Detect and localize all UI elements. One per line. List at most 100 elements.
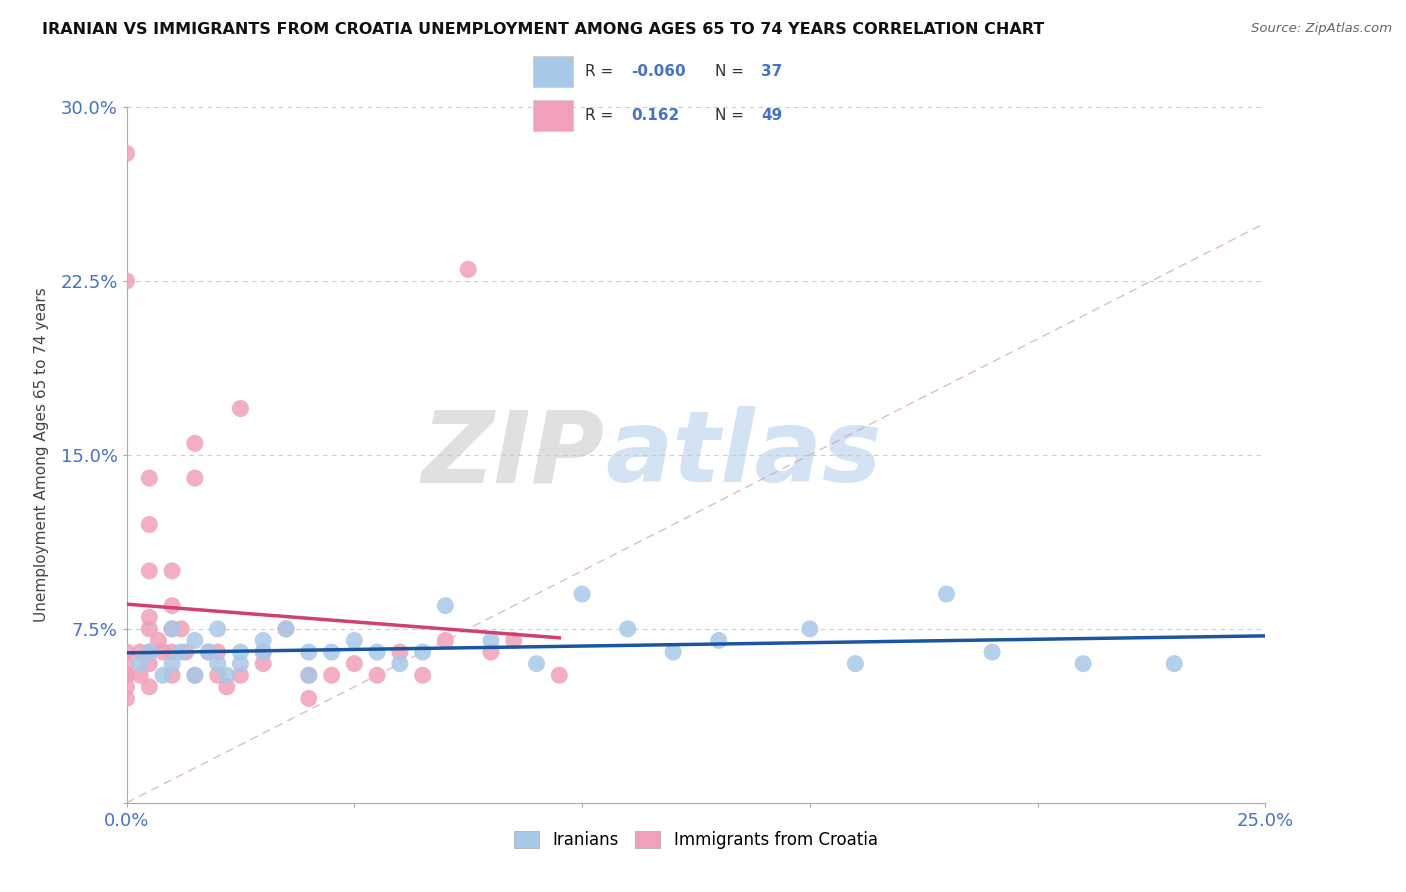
FancyBboxPatch shape <box>533 100 572 131</box>
Point <box>115 691 138 706</box>
Point <box>799 622 821 636</box>
Point <box>252 645 274 659</box>
Point <box>138 622 160 636</box>
Point <box>502 633 524 648</box>
Point <box>197 645 219 659</box>
Point <box>115 645 138 659</box>
Point <box>138 680 160 694</box>
Text: R =: R = <box>585 64 613 79</box>
Point <box>138 645 160 659</box>
Point <box>170 645 193 659</box>
Legend: Iranians, Immigrants from Croatia: Iranians, Immigrants from Croatia <box>506 822 886 857</box>
Point <box>434 633 457 648</box>
Point <box>298 691 321 706</box>
Point <box>207 645 229 659</box>
Point <box>935 587 957 601</box>
Point <box>662 645 685 659</box>
Point <box>388 657 411 671</box>
Point <box>129 657 152 671</box>
Point <box>366 668 388 682</box>
Point <box>138 645 160 659</box>
Text: N =: N = <box>716 108 744 123</box>
Point <box>321 668 343 682</box>
Point <box>115 657 138 671</box>
Point <box>1071 657 1094 671</box>
Point <box>412 668 434 682</box>
Point <box>457 262 479 277</box>
Point <box>115 668 138 682</box>
Point <box>170 622 193 636</box>
Point <box>548 668 571 682</box>
Point <box>981 645 1004 659</box>
Text: -0.060: -0.060 <box>631 64 686 79</box>
Point <box>184 436 207 450</box>
Point <box>184 668 207 682</box>
Point <box>252 645 274 659</box>
Point <box>298 645 321 659</box>
Point <box>412 645 434 659</box>
Y-axis label: Unemployment Among Ages 65 to 74 years: Unemployment Among Ages 65 to 74 years <box>34 287 49 623</box>
Point <box>174 645 197 659</box>
Point <box>115 146 138 161</box>
Point <box>616 622 638 636</box>
Point <box>197 645 219 659</box>
Text: IRANIAN VS IMMIGRANTS FROM CROATIA UNEMPLOYMENT AMONG AGES 65 TO 74 YEARS CORREL: IRANIAN VS IMMIGRANTS FROM CROATIA UNEMP… <box>42 22 1045 37</box>
Point <box>215 680 238 694</box>
Point <box>479 633 502 648</box>
Point <box>844 657 866 671</box>
Point <box>148 633 170 648</box>
Point <box>207 622 229 636</box>
Point <box>229 668 252 682</box>
Text: R =: R = <box>585 108 613 123</box>
Point <box>160 668 183 682</box>
Point <box>298 668 321 682</box>
Text: Source: ZipAtlas.com: Source: ZipAtlas.com <box>1251 22 1392 36</box>
Point <box>152 645 174 659</box>
Point <box>229 645 252 659</box>
Point <box>215 668 238 682</box>
Point <box>343 633 366 648</box>
Text: 0.162: 0.162 <box>631 108 681 123</box>
Point <box>160 622 183 636</box>
Point <box>184 633 207 648</box>
Point <box>160 657 183 671</box>
Point <box>129 668 152 682</box>
Point <box>207 657 229 671</box>
Point <box>184 668 207 682</box>
Point <box>138 471 160 485</box>
Text: atlas: atlas <box>605 407 882 503</box>
Point <box>571 587 593 601</box>
Text: 37: 37 <box>762 64 783 79</box>
Point <box>115 668 138 682</box>
Point <box>274 622 297 636</box>
Point <box>366 645 388 659</box>
Point <box>129 645 152 659</box>
Point <box>434 599 457 613</box>
Point <box>479 645 502 659</box>
Point <box>115 680 138 694</box>
Point <box>138 517 160 532</box>
Point <box>115 274 138 288</box>
Point <box>138 657 160 671</box>
Point <box>229 401 252 416</box>
Point <box>160 564 183 578</box>
Point <box>252 657 274 671</box>
Point <box>138 564 160 578</box>
Point <box>707 633 730 648</box>
Text: ZIP: ZIP <box>422 407 605 503</box>
Point <box>184 471 207 485</box>
Point <box>160 599 183 613</box>
Text: 49: 49 <box>762 108 783 123</box>
Text: N =: N = <box>716 64 744 79</box>
Point <box>252 633 274 648</box>
Point <box>160 645 183 659</box>
Point <box>343 657 366 671</box>
Point <box>298 668 321 682</box>
FancyBboxPatch shape <box>533 56 572 87</box>
Point <box>321 645 343 659</box>
Point <box>526 657 548 671</box>
Point <box>388 645 411 659</box>
Point <box>160 622 183 636</box>
Point <box>138 610 160 624</box>
Point <box>274 622 297 636</box>
